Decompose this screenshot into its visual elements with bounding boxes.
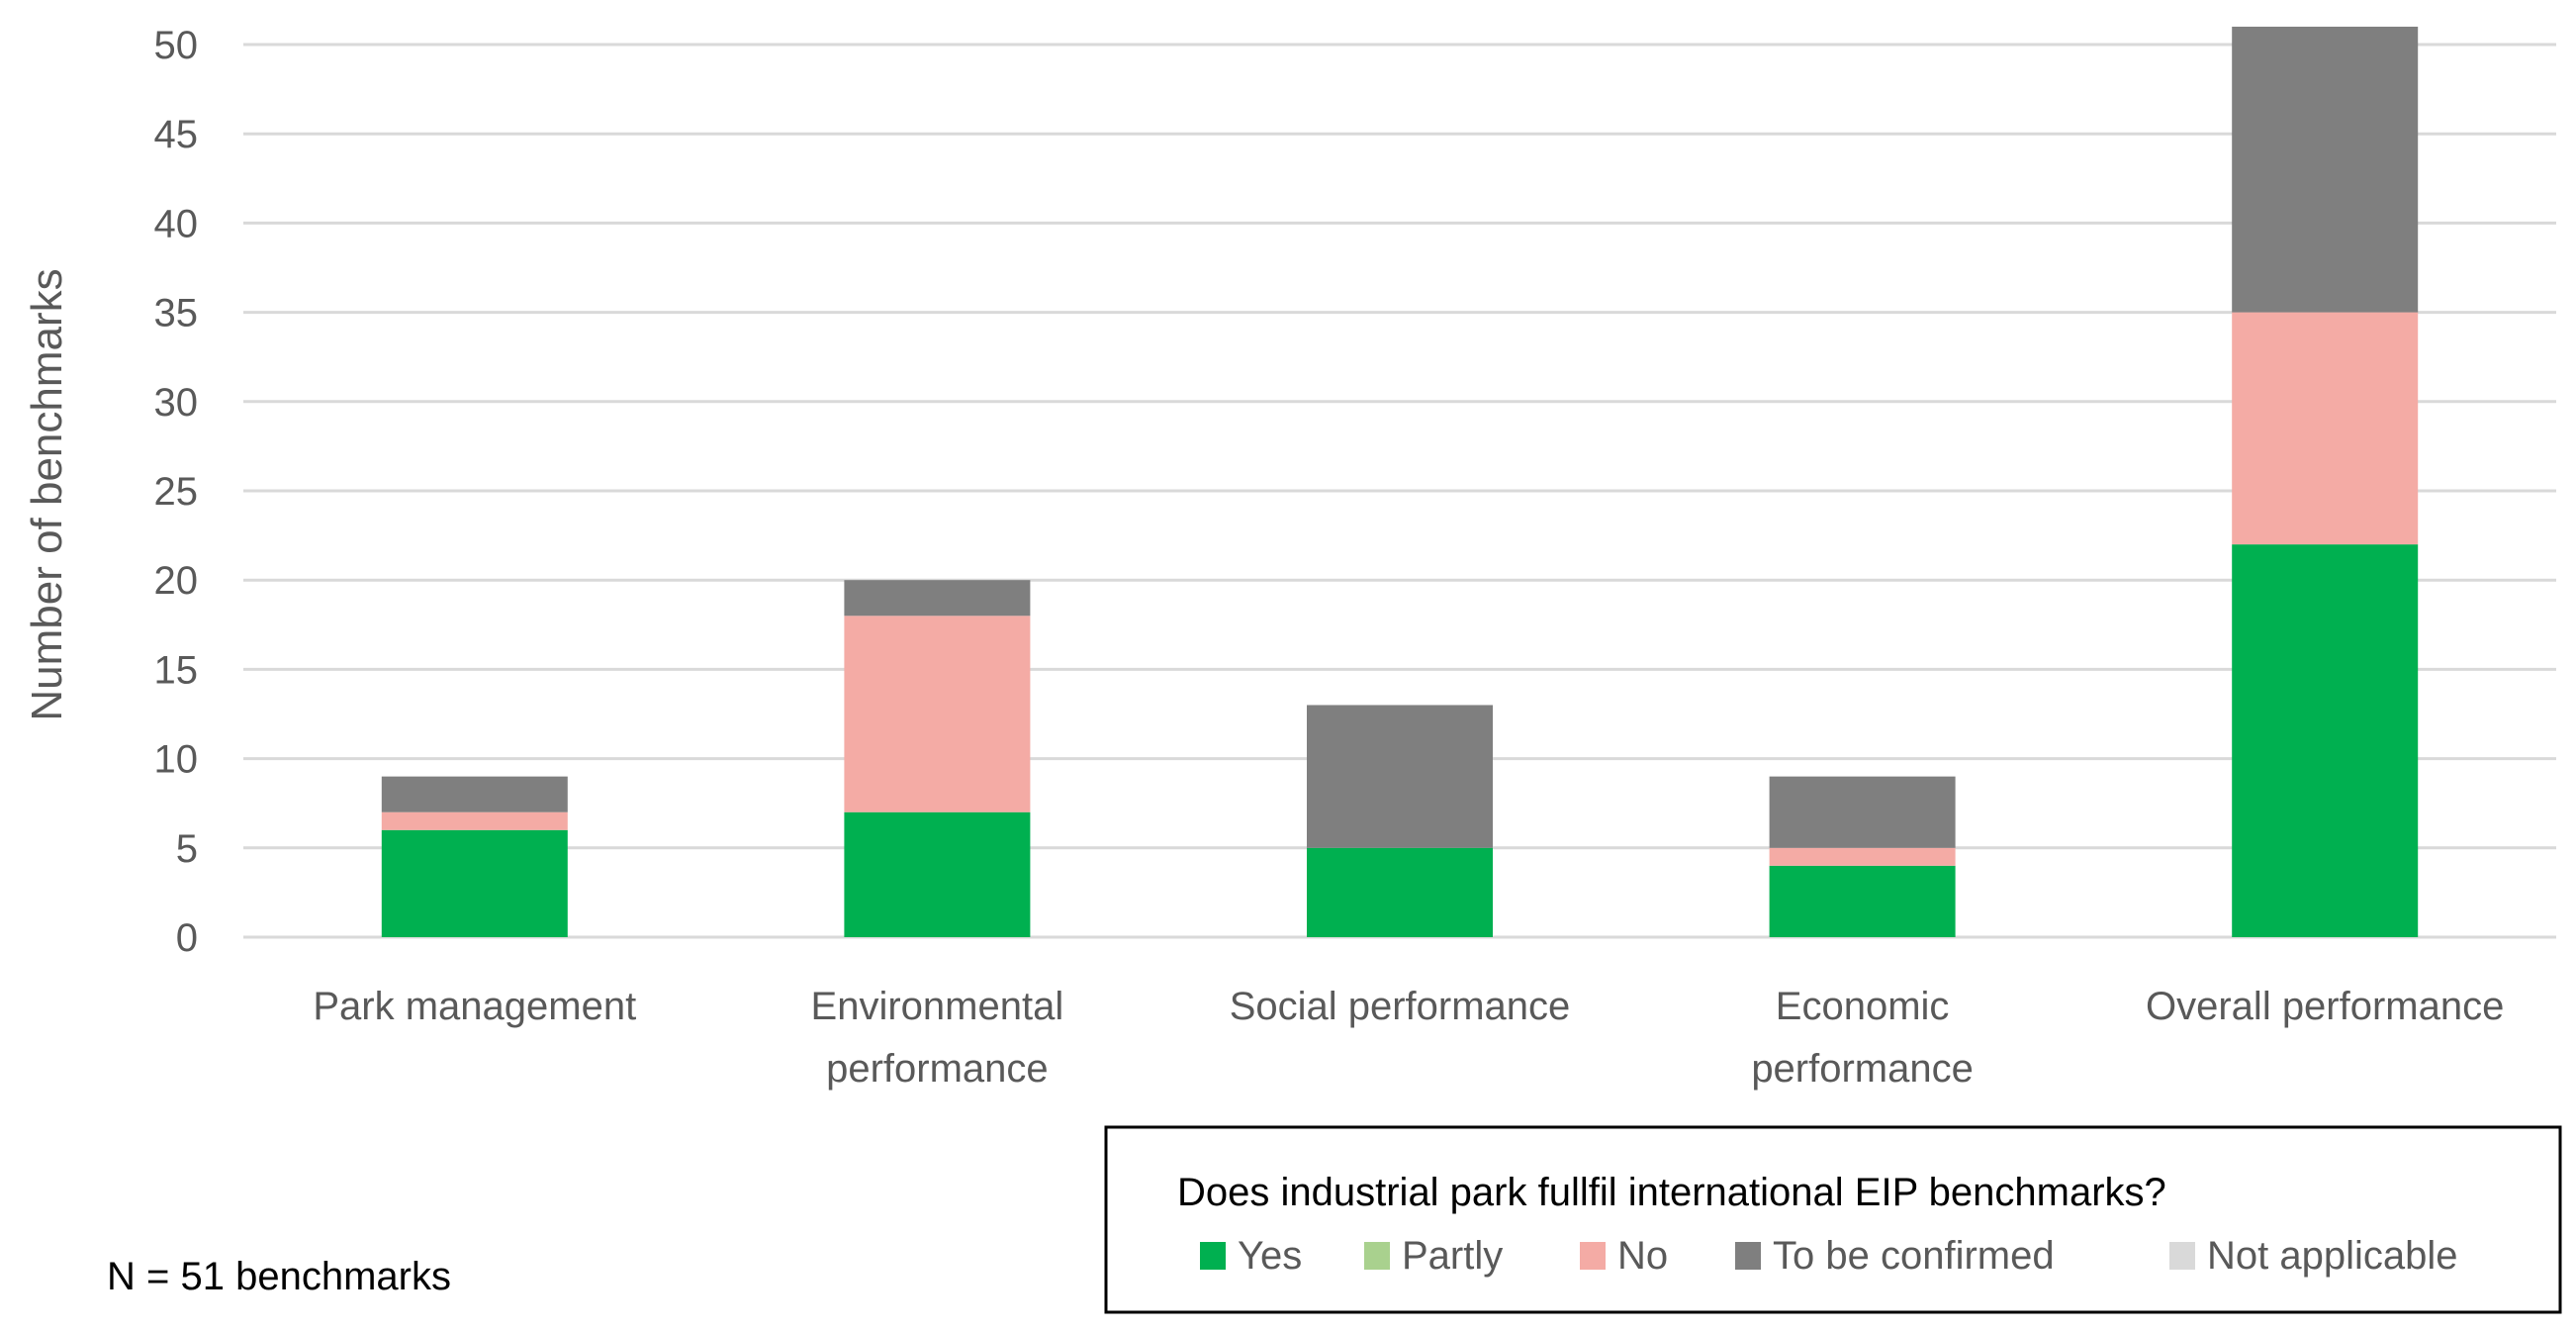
legend-label: Partly — [1402, 1234, 1503, 1278]
legend-items: Yes Partly No To be confirmed Not applicable — [1200, 1234, 2458, 1278]
bar-segment-to-be-confirmed — [1769, 776, 1956, 848]
y-tick-label: 45 — [154, 113, 199, 156]
legend-swatch — [2169, 1242, 2195, 1270]
x-tick-label: Overall performance — [2146, 985, 2504, 1028]
bars — [381, 26, 2419, 937]
x-tick-label: performance — [826, 1047, 1049, 1091]
y-tick-label: 20 — [154, 559, 199, 603]
bar-segment-no — [844, 616, 1031, 812]
x-tick-label: performance — [1751, 1047, 1974, 1091]
bar-segment-to-be-confirmed — [2232, 26, 2419, 313]
y-tick-label: 5 — [176, 827, 198, 871]
bar-segment-no — [1769, 847, 1956, 866]
legend-label: Not applicable — [2207, 1234, 2458, 1278]
x-tick-label: Environmental — [811, 985, 1064, 1028]
legend-box — [1104, 1125, 2562, 1314]
x-tick-label: Social performance — [1230, 985, 1571, 1028]
y-tick-label: 50 — [154, 24, 199, 67]
legend: Does industrial park fullfil internation… — [1104, 1125, 2562, 1314]
y-tick-label: 25 — [154, 470, 199, 514]
x-tick-label: Economic — [1776, 985, 1950, 1028]
bar-segment-yes — [2232, 544, 2419, 937]
bar-segment-to-be-confirmed — [1307, 705, 1493, 848]
legend-label: To be confirmed — [1773, 1234, 2055, 1278]
legend-swatch — [1580, 1242, 1606, 1270]
y-tick-label: 40 — [154, 202, 199, 245]
legend-label: Yes — [1238, 1234, 1302, 1278]
legend-title: Does industrial park fullfil internation… — [1177, 1171, 2166, 1214]
legend-swatch — [1735, 1242, 1761, 1270]
y-tick-label: 15 — [154, 648, 199, 692]
y-tick-label: 30 — [154, 381, 199, 425]
bar-segment-yes — [1769, 865, 1956, 937]
bar-segment-yes — [844, 811, 1031, 937]
bar-segment-yes — [381, 829, 568, 937]
sample-size-note: N = 51 benchmarks — [107, 1255, 451, 1298]
bar-segment-to-be-confirmed — [844, 580, 1031, 617]
y-tick-label: 0 — [176, 916, 198, 960]
x-axis-categories: Park management Environmental performance S… — [313, 985, 2504, 1091]
legend-swatch — [1364, 1242, 1390, 1270]
legend-swatch — [1200, 1242, 1226, 1270]
gridlines — [243, 43, 2556, 939]
legend-label: No — [1617, 1234, 1668, 1278]
x-tick-label: Park management — [313, 985, 636, 1028]
bar-segment-no — [2232, 312, 2419, 545]
bar-segment-to-be-confirmed — [381, 776, 568, 812]
y-axis-ticks: 0 5 10 15 20 25 30 35 40 45 50 — [154, 24, 199, 960]
y-tick-label: 35 — [154, 292, 199, 335]
y-tick-label: 10 — [154, 738, 199, 782]
bar-segment-no — [381, 811, 568, 830]
bar-segment-yes — [1307, 847, 1493, 937]
y-axis-label: Number of benchmarks — [23, 268, 71, 720]
